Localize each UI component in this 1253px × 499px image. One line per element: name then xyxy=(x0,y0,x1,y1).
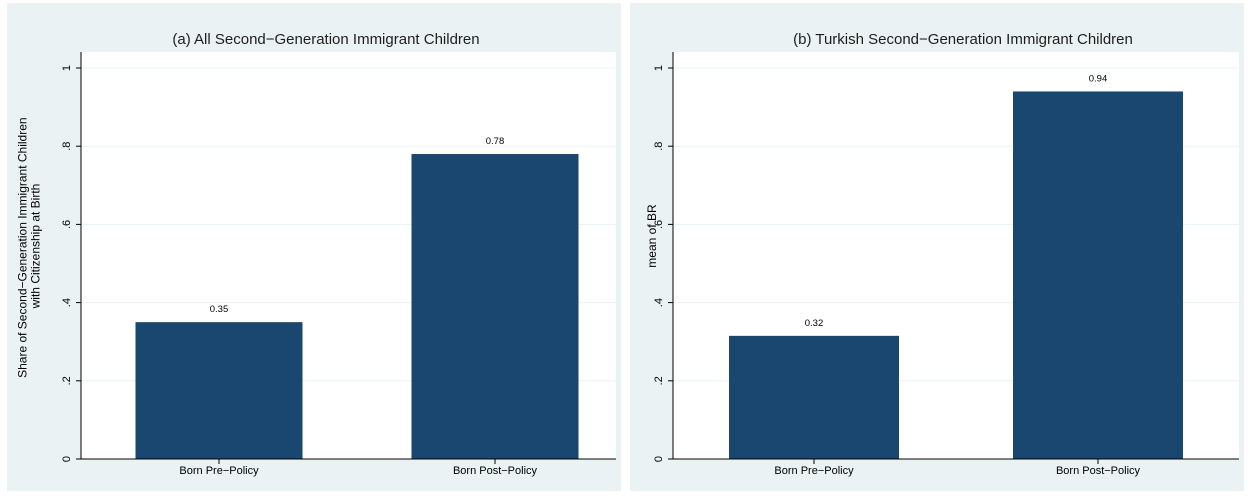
chart-a-category-label: Born Pre−Policy xyxy=(179,465,259,477)
chart-b-ytick-label: .4 xyxy=(653,298,665,307)
chart-a-ytick-label: .8 xyxy=(61,142,73,151)
chart-b-category-label: Born Post−Policy xyxy=(1056,465,1141,477)
chart-a-bar xyxy=(411,154,579,459)
chart-b-ytick-label: 0 xyxy=(653,456,665,462)
chart-a: (a) All Second−Generation Immigrant Chil… xyxy=(16,31,616,477)
chart-a-ytick-label: .6 xyxy=(61,220,73,229)
chart-a-title: (a) All Second−Generation Immigrant Chil… xyxy=(172,31,479,48)
chart-b-ytick-label: 1 xyxy=(653,65,665,71)
chart-b-ytick-label: .6 xyxy=(653,220,665,229)
chart-a-category-label: Born Post−Policy xyxy=(453,465,538,477)
chart-b-ytick-label: .2 xyxy=(653,376,665,385)
chart-a-ytick-label: .2 xyxy=(61,376,73,385)
chart-b-bar xyxy=(729,335,899,459)
chart-a-bar-value-label: 0.78 xyxy=(486,136,505,147)
chart-a-bar xyxy=(135,322,303,459)
chart-a-ytick-label: .4 xyxy=(61,298,73,307)
chart-a-ytick-label: 1 xyxy=(61,65,73,71)
chart-a-ytick-label: 0 xyxy=(61,456,73,462)
chart-a-bar-value-label: 0.35 xyxy=(210,304,229,315)
chart-b: (b) Turkish Second−Generation Immigrant … xyxy=(645,31,1239,477)
chart-b-title: (b) Turkish Second−Generation Immigrant … xyxy=(793,31,1133,48)
chart-b-ytick-label: .8 xyxy=(653,142,665,151)
chart-b-bar-value-label: 0.94 xyxy=(1089,73,1108,84)
chart-b-bar-value-label: 0.32 xyxy=(805,318,824,329)
chart-b-bar xyxy=(1013,91,1183,460)
chart-b-ylabel-line-1: mean of BR xyxy=(645,204,659,268)
panel-b: (b) Turkish Second−Generation Immigrant … xyxy=(630,3,1244,491)
chart-b-category-label: Born Pre−Policy xyxy=(774,465,854,477)
chart-a-ylabel-line-2: with Citizenship at Birth xyxy=(29,184,43,310)
panel-a: (a) All Second−Generation Immigrant Chil… xyxy=(7,3,621,491)
chart-b-ylabel: mean of BR xyxy=(645,204,659,268)
chart-a-ylabel-line-1: Share of Second−Generation Immigrant Chi… xyxy=(16,117,30,377)
chart-a-ylabel: Share of Second−Generation Immigrant Chi… xyxy=(16,114,43,378)
